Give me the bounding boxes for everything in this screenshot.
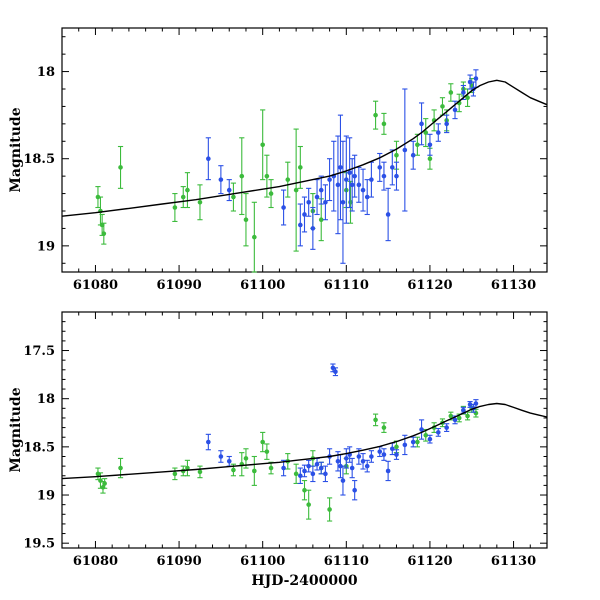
x-tick-label: 61110 bbox=[324, 278, 369, 293]
model-curve-top bbox=[61, 79, 548, 217]
y-tick-label: 18.5 bbox=[23, 152, 55, 167]
model-line bbox=[61, 79, 548, 217]
x-tick-label: 61110 bbox=[324, 554, 369, 569]
y-axis-title: Magnitude bbox=[8, 107, 24, 192]
x-tick-label: 61130 bbox=[491, 554, 536, 569]
y-tick-label: 19 bbox=[37, 489, 55, 504]
panel-frame bbox=[61, 27, 548, 273]
model-line bbox=[61, 402, 548, 480]
x-axis-title: HJD-2400000 bbox=[251, 573, 358, 589]
y-tick-label: 18.5 bbox=[23, 440, 55, 455]
x-tick-label: 61120 bbox=[407, 554, 452, 569]
panel-frame bbox=[61, 311, 548, 549]
x-tick-label: 61090 bbox=[156, 278, 201, 293]
y-tick-label: 18 bbox=[37, 392, 55, 407]
green-photometry-top bbox=[95, 77, 475, 273]
x-tick-label: 61100 bbox=[240, 278, 285, 293]
blue-photometry-bottom bbox=[205, 363, 479, 501]
x-tick-label: 61120 bbox=[407, 278, 452, 293]
x-tick-label: 61090 bbox=[156, 554, 201, 569]
x-tick-label: 61080 bbox=[73, 554, 118, 569]
panel-bottom: 61080 61090 61100 61110 61120 61130 17.5 18 18.5… bbox=[8, 311, 548, 589]
green-photometry-bottom bbox=[95, 403, 479, 522]
y-axis-ticks: 18 18.5 19 bbox=[23, 36, 547, 264]
y-tick-label: 19.5 bbox=[23, 537, 55, 552]
x-tick-label: 61100 bbox=[240, 554, 285, 569]
y-axis-title: Magnitude bbox=[8, 387, 24, 472]
panel-top: 61080 61090 61100 61110 61120 61130 18 18.5 19 Ma… bbox=[8, 27, 548, 293]
x-tick-label: 61130 bbox=[491, 278, 536, 293]
model-curve-bottom bbox=[61, 402, 548, 480]
y-tick-label: 17.5 bbox=[23, 344, 55, 359]
blue-photometry-top bbox=[205, 69, 479, 264]
x-tick-label: 61080 bbox=[73, 278, 118, 293]
y-tick-label: 19 bbox=[37, 239, 55, 254]
x-axis-ticks: 61080 61090 61100 61110 61120 61130 bbox=[73, 28, 536, 293]
y-tick-label: 18 bbox=[37, 65, 55, 80]
x-axis-ticks: 61080 61090 61100 61110 61120 61130 bbox=[73, 312, 536, 569]
y-axis-ticks: 17.5 18 18.5 19 19.5 bbox=[23, 321, 547, 552]
